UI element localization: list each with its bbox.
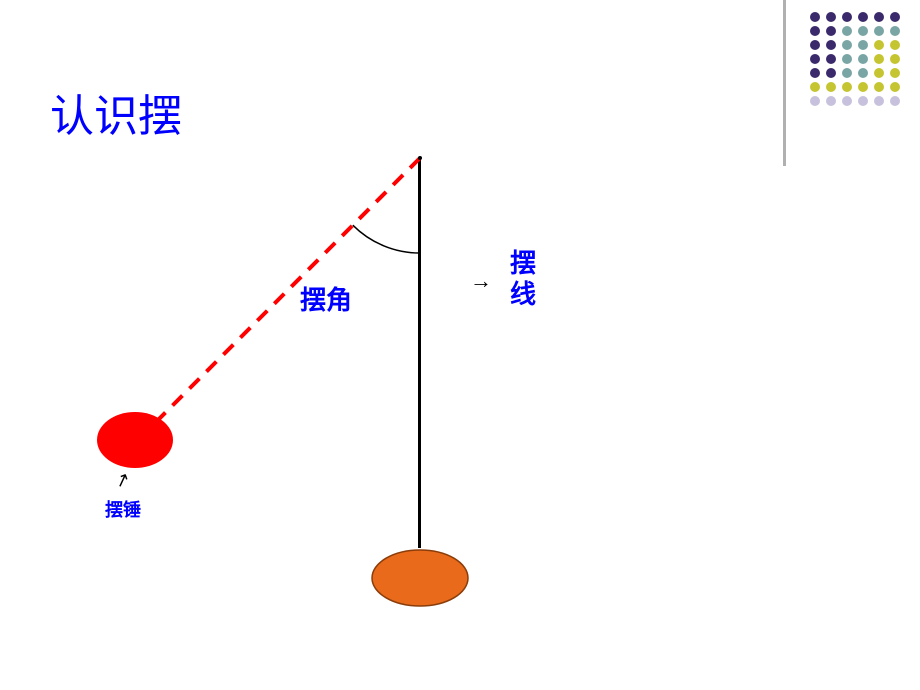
decor-dot	[842, 26, 852, 36]
decor-dot	[890, 26, 900, 36]
decor-dot	[842, 40, 852, 50]
arrow-to-bob: ↗	[112, 468, 133, 493]
decor-dot	[874, 54, 884, 64]
decor-dot	[810, 96, 820, 106]
decor-dot	[842, 54, 852, 64]
decor-dot	[826, 40, 836, 50]
label-angle: 摆角	[300, 280, 352, 317]
decor-dot	[826, 26, 836, 36]
pivot-point	[418, 156, 422, 160]
decor-dot	[842, 68, 852, 78]
decor-dot	[890, 68, 900, 78]
decor-dot	[842, 12, 852, 22]
angle-arc	[353, 225, 420, 253]
page-title: 认识摆	[50, 80, 182, 144]
label-string: 摆 线	[510, 248, 536, 310]
decor-dot	[890, 40, 900, 50]
decor-dot	[810, 26, 820, 36]
arrow-to-string: →	[470, 268, 492, 294]
label-string-line2: 线	[510, 279, 536, 310]
decor-dot	[826, 12, 836, 22]
decor-dot	[842, 82, 852, 92]
decor-dot	[810, 82, 820, 92]
decor-dot	[810, 68, 820, 78]
decor-dot	[874, 40, 884, 50]
decor-dot	[858, 54, 868, 64]
decor-dot	[810, 12, 820, 22]
decor-dot	[858, 96, 868, 106]
decor-dot-grid	[810, 12, 900, 110]
decor-dot	[826, 68, 836, 78]
decor-dot	[874, 26, 884, 36]
decor-dot	[810, 54, 820, 64]
decor-dot	[826, 82, 836, 92]
decor-dot	[874, 96, 884, 106]
decor-dot	[858, 68, 868, 78]
decor-dot	[890, 82, 900, 92]
decor-dot	[890, 54, 900, 64]
decor-dot	[842, 96, 852, 106]
pendulum-dashed-line	[145, 158, 420, 433]
decor-dot	[890, 12, 900, 22]
bob-swung	[97, 412, 173, 468]
decor-dot	[858, 12, 868, 22]
decor-dot	[890, 96, 900, 106]
label-string-line1: 摆	[510, 248, 536, 279]
decor-dot	[874, 68, 884, 78]
decor-dot	[874, 12, 884, 22]
decor-dot	[810, 40, 820, 50]
decor-dot	[874, 82, 884, 92]
decor-vertical-bar	[783, 0, 786, 166]
decor-dot	[826, 54, 836, 64]
decor-dot	[858, 40, 868, 50]
label-bob: 摆锤	[105, 496, 141, 522]
decor-dot	[826, 96, 836, 106]
decor-dot	[858, 82, 868, 92]
bob-rest	[372, 550, 468, 606]
decor-dot	[858, 26, 868, 36]
